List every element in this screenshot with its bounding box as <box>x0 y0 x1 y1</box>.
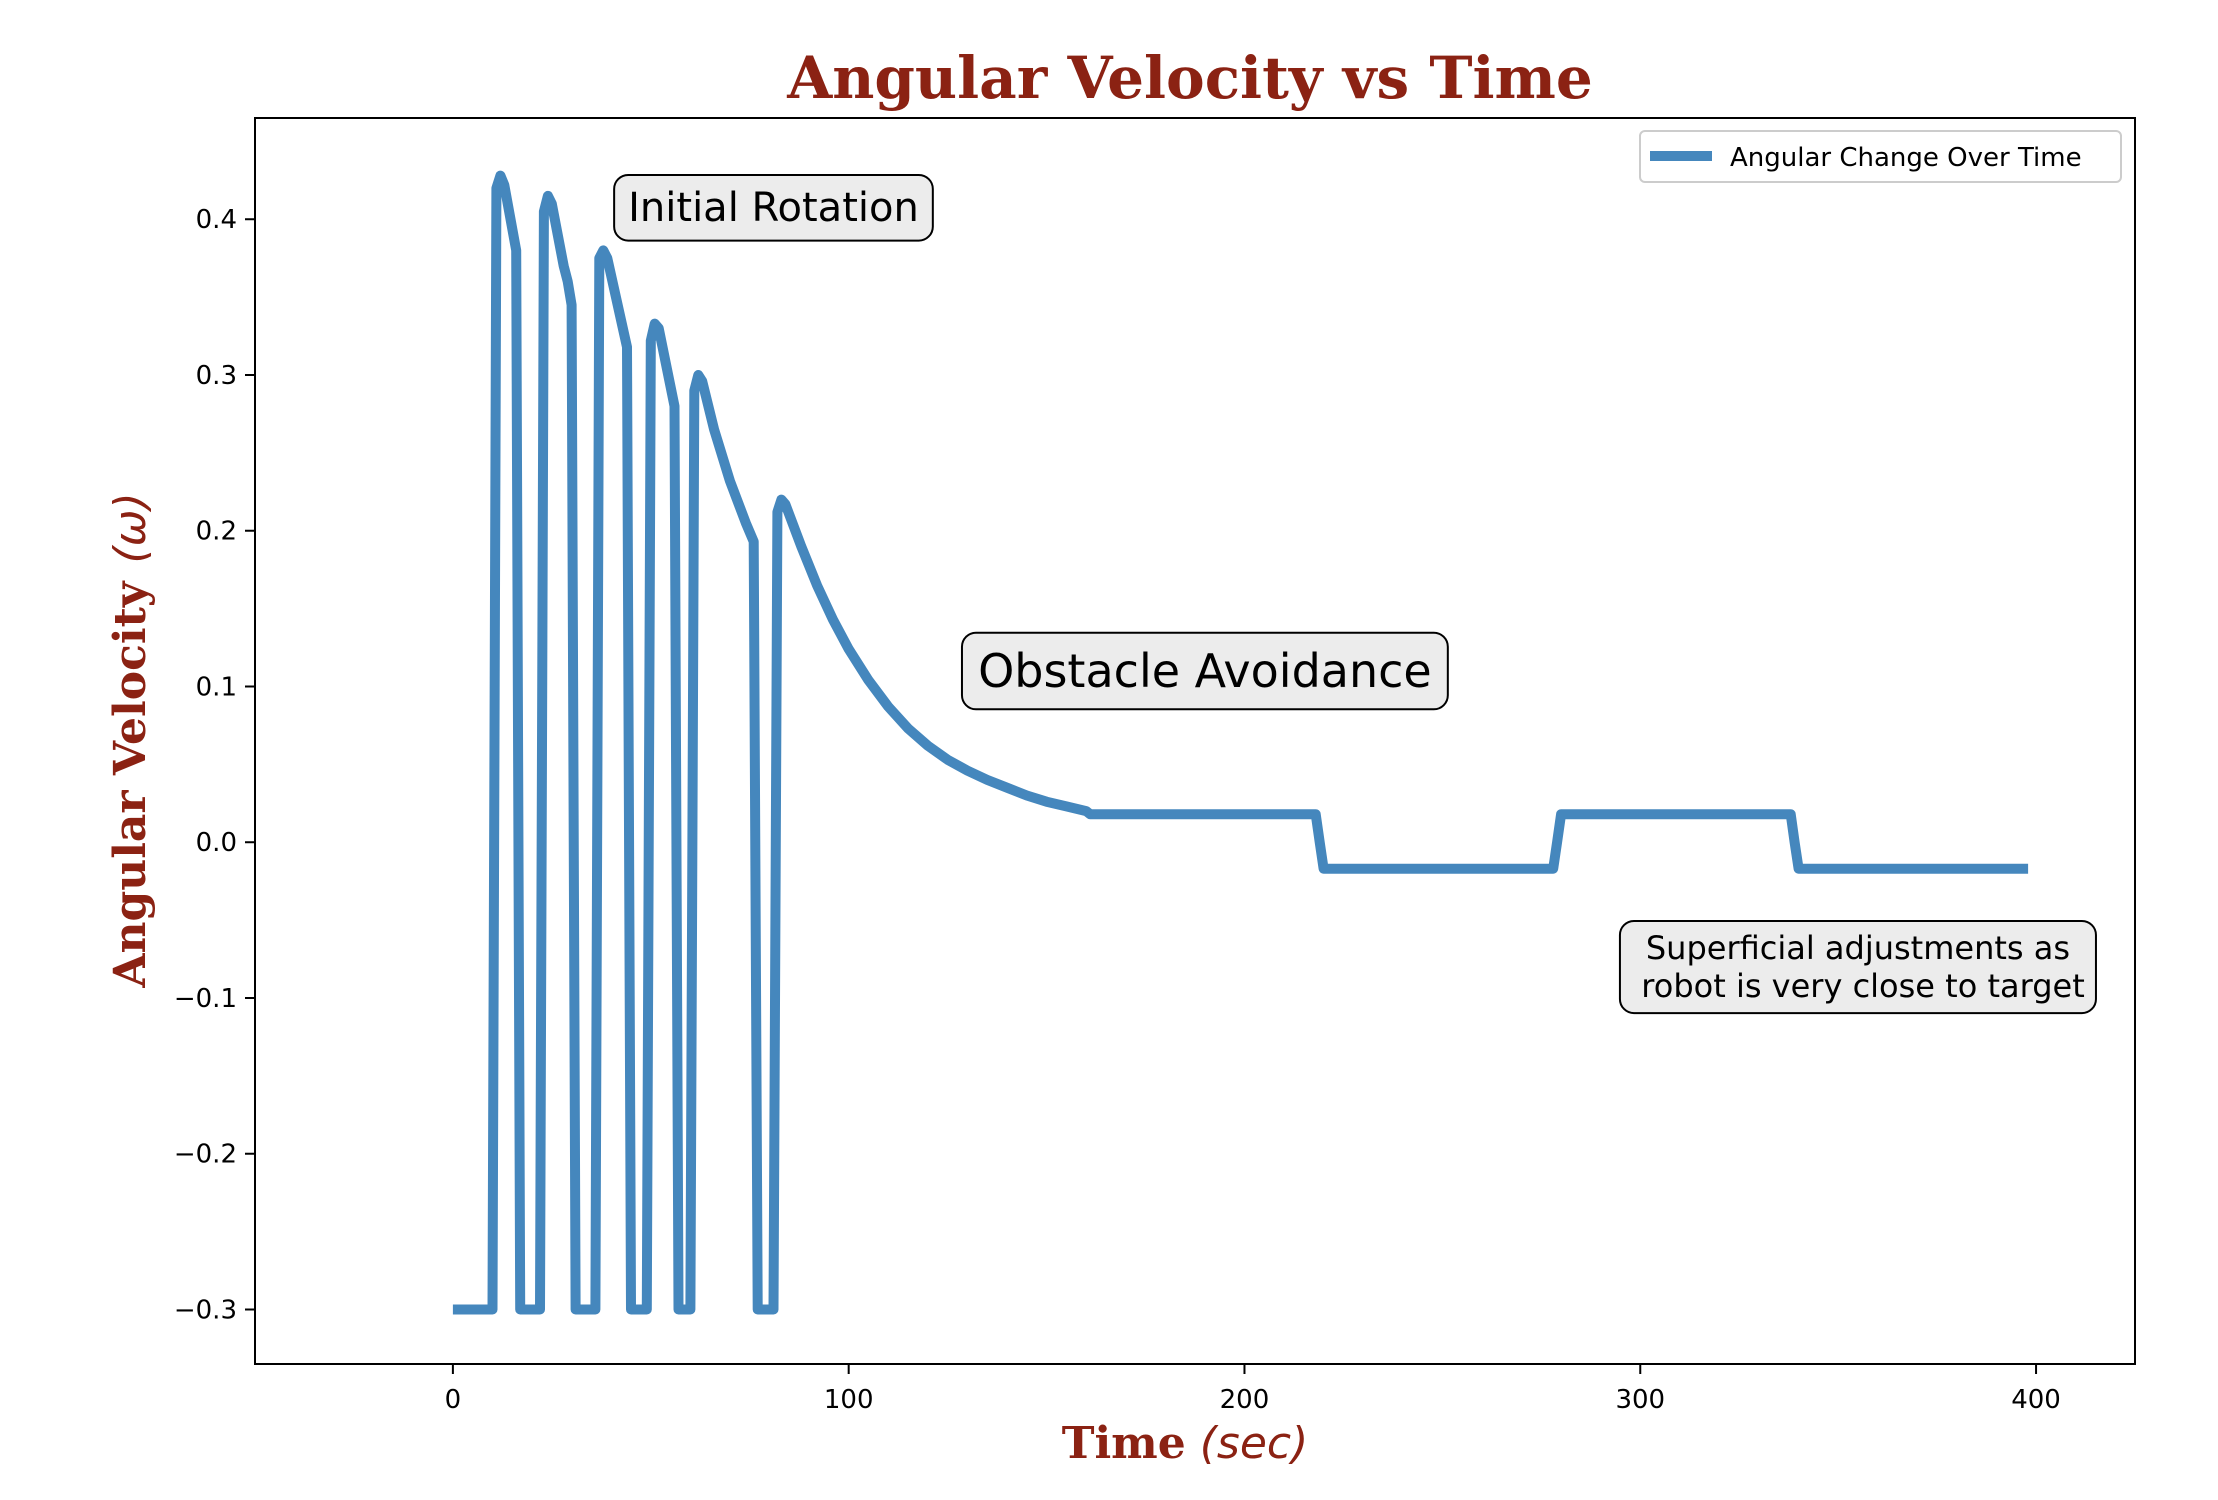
x-tick-label: 200 <box>1220 1385 1270 1415</box>
y-tick-label: 0.2 <box>196 517 237 547</box>
series-line <box>452 170 2029 1315</box>
annotation-text: Initial Rotation <box>628 185 919 231</box>
y-axis-unit: (ω) <box>105 492 156 563</box>
annotation-text: Superficial adjustments as robot is very… <box>1631 929 2085 1005</box>
annotation-line: Initial Rotation <box>628 185 919 231</box>
series-layer <box>452 170 2029 1315</box>
legend-label: Angular Change Over Time <box>1730 143 2082 173</box>
legend-frame <box>1639 130 2122 183</box>
plot-area: Initial Rotation Obstacle Avoidance Superf… <box>254 117 2136 1365</box>
x-axis-ticks: 0 100 200 300 400 <box>445 1364 2061 1415</box>
x-tick-label: 400 <box>2011 1385 2061 1415</box>
y-tick-label: −0.1 <box>174 984 237 1014</box>
plot-frame <box>254 117 2136 1365</box>
y-tick-label: 0.1 <box>196 672 237 702</box>
annotation-layer: Initial Rotation Obstacle Avoidance Superf… <box>613 173 2097 1015</box>
chart-title: Angular Velocity vs Time <box>786 44 1593 112</box>
y-axis-label: Angular Velocity (ω) <box>105 492 156 988</box>
annotation: Initial Rotation <box>613 173 934 242</box>
annotation: Obstacle Avoidance <box>960 631 1449 711</box>
annotation-line: Obstacle Avoidance <box>978 644 1432 698</box>
annotation-box <box>960 631 1449 711</box>
y-tick-label: −0.3 <box>174 1295 237 1325</box>
y-axis-label-text: Angular Velocity <box>105 580 156 989</box>
annotation-text: Obstacle Avoidance <box>978 644 1432 698</box>
annotation-line: Superficial adjustments as <box>1646 929 2070 967</box>
y-tick-label: 0.0 <box>196 828 237 858</box>
y-axis-ticks: −0.3 −0.2 −0.1 0.0 0.1 0.2 0.3 0.4 <box>174 205 255 1325</box>
y-tick-label: −0.2 <box>174 1140 237 1170</box>
y-tick-label: 0.4 <box>196 205 237 235</box>
annotation-box <box>613 173 934 242</box>
annotation-box <box>1618 919 2097 1015</box>
x-axis-label: Time (sec) <box>1062 1418 1309 1469</box>
x-tick-label: 0 <box>445 1385 462 1415</box>
x-axis-unit: (sec) <box>1200 1418 1309 1469</box>
legend: Angular Change Over Time <box>1639 130 2122 183</box>
x-axis-label-text: Time <box>1062 1418 1186 1469</box>
x-tick-label: 100 <box>824 1385 874 1415</box>
x-tick-label: 300 <box>1615 1385 1665 1415</box>
annotation: Superficial adjustments as robot is very… <box>1618 919 2097 1015</box>
y-tick-label: 0.3 <box>196 361 237 391</box>
annotation-line: robot is very close to target <box>1631 967 2085 1005</box>
